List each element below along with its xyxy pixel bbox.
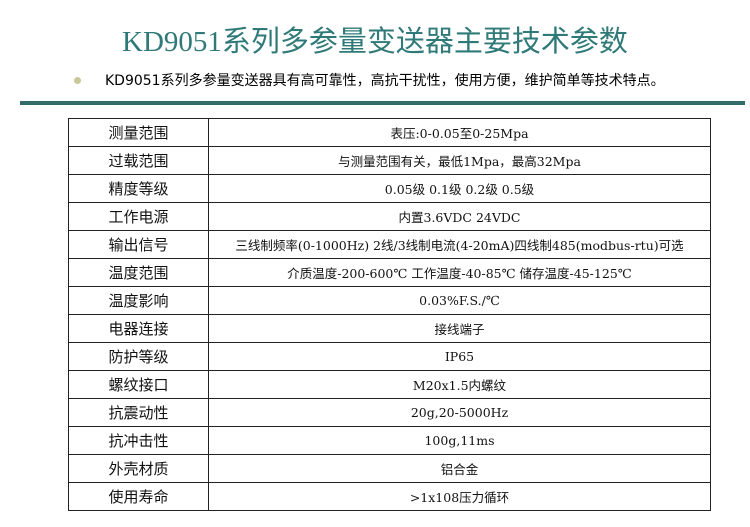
table-row: 温度影响 0.03%F.S./℃ [68,286,711,315]
spec-label: 精度等级 [68,174,209,203]
spec-label: 输出信号 [68,230,209,259]
spec-label: 抗冲击性 [68,426,209,455]
spec-label: 电器连接 [68,314,209,343]
table-row: 螺纹接口 M20x1.5内螺纹 [68,370,711,399]
table-row: 抗冲击性 100g,11ms [68,426,711,455]
table-row: 抗震动性 20g,20-5000Hz [68,398,711,427]
intro-text: KD9051系列多参量变送器具有高可靠性，高抗干扰性，使用方便，维护简单等技术特… [105,73,665,89]
spec-value: 20g,20-5000Hz [208,398,711,427]
table-row: 过载范围 与测量范围有关，最低1Mpa，最高32Mpa [68,146,711,175]
spec-label: 外壳材质 [68,454,209,483]
spec-label: 螺纹接口 [68,370,209,399]
spec-label: 工作电源 [68,202,209,231]
spec-label: 抗震动性 [68,398,209,427]
table-row: 使用寿命 >1x108压力循环 [68,482,711,511]
table-row: 工作电源 内置3.6VDC 24VDC [68,202,711,231]
spec-label: 防护等级 [68,342,209,371]
spec-label: 温度范围 [68,258,209,287]
table-row: 温度范围 介质温度-200-600℃ 工作温度-40-85℃ 储存温度-45-12… [68,258,711,287]
spec-value: >1x108压力循环 [208,482,711,511]
table-row: 电器连接 接线端子 [68,314,711,343]
table-row: 防护等级 IP65 [68,342,711,371]
spec-value: 内置3.6VDC 24VDC [208,202,711,231]
spec-label: 使用寿命 [68,482,209,511]
table-row: 测量范围 表压:0-0.05至0-25Mpa [68,118,711,147]
spec-value: 三线制频率(0-1000Hz) 2线/3线制电流(4-20mA)四线制485(m… [208,230,711,259]
table-row: 精度等级 0.05级 0.1级 0.2级 0.5级 [68,174,711,203]
page-title: KD9051系列多参量变送器主要技术参数 [122,26,628,58]
bullet-icon [74,77,81,84]
spec-table: 测量范围 表压:0-0.05至0-25Mpa 过载范围 与测量范围有关，最低1Mpa，… [68,118,711,511]
spec-value: 0.03%F.S./℃ [208,286,711,315]
spec-label: 温度影响 [68,286,209,315]
table-row: 输出信号 三线制频率(0-1000Hz) 2线/3线制电流(4-20mA)四线制4… [68,230,711,259]
spec-value: 表压:0-0.05至0-25Mpa [208,118,711,147]
spec-value: 铝合金 [208,454,711,483]
spec-value: 0.05级 0.1级 0.2级 0.5级 [208,174,711,203]
spec-value: 100g,11ms [208,426,711,455]
spec-label: 过载范围 [68,146,209,175]
spec-value: M20x1.5内螺纹 [208,370,711,399]
spec-value: 介质温度-200-600℃ 工作温度-40-85℃ 储存温度-45-125℃ [208,258,711,287]
spec-value: 与测量范围有关，最低1Mpa，最高32Mpa [208,146,711,175]
spec-value: 接线端子 [208,314,711,343]
spec-value: IP65 [208,342,711,371]
divider [20,101,745,105]
table-row: 外壳材质 铝合金 [68,454,711,483]
spec-label: 测量范围 [68,118,209,147]
